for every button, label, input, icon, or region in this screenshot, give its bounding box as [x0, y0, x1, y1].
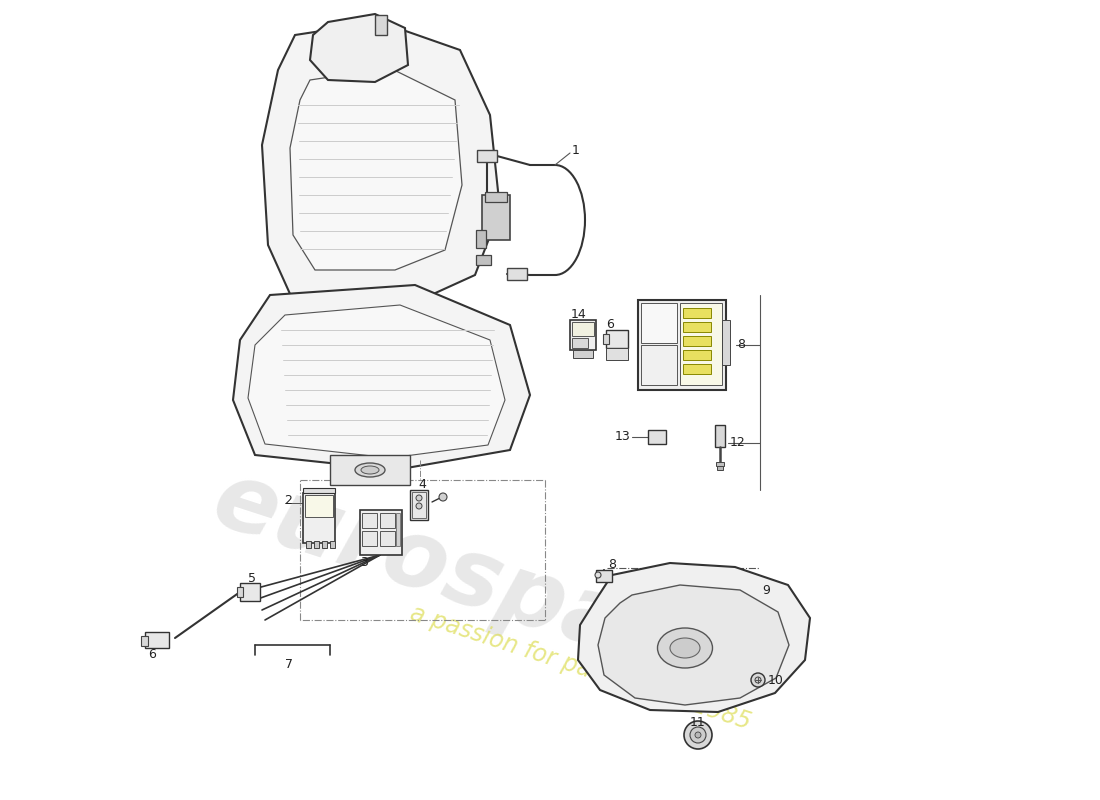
- Bar: [141, 636, 149, 646]
- Bar: [683, 350, 711, 360]
- Bar: [305, 495, 333, 517]
- Bar: [412, 492, 426, 518]
- Text: 11: 11: [690, 717, 706, 730]
- Polygon shape: [578, 563, 810, 712]
- Text: 14: 14: [571, 307, 586, 321]
- Circle shape: [595, 572, 601, 578]
- Text: 8: 8: [608, 558, 616, 571]
- Text: 6: 6: [148, 647, 156, 661]
- Polygon shape: [598, 585, 789, 705]
- Polygon shape: [233, 285, 530, 470]
- Bar: [379, 513, 395, 528]
- Ellipse shape: [355, 463, 385, 477]
- Bar: [236, 587, 243, 597]
- Bar: [476, 230, 486, 248]
- Circle shape: [439, 493, 447, 501]
- Bar: [396, 513, 400, 546]
- Bar: [638, 300, 726, 390]
- Text: 3: 3: [360, 555, 367, 569]
- Bar: [606, 330, 628, 348]
- Bar: [375, 15, 387, 35]
- Bar: [716, 462, 724, 466]
- Bar: [572, 338, 588, 348]
- Text: 9: 9: [762, 583, 770, 597]
- Bar: [330, 541, 336, 548]
- Bar: [507, 268, 527, 280]
- Polygon shape: [248, 305, 505, 458]
- Bar: [572, 322, 594, 336]
- Bar: [362, 513, 377, 528]
- Text: 1: 1: [572, 143, 580, 157]
- Bar: [683, 336, 711, 346]
- Bar: [573, 350, 593, 358]
- Text: 2: 2: [284, 494, 292, 506]
- Text: a passion for parts since 1985: a passion for parts since 1985: [407, 602, 754, 734]
- Bar: [485, 192, 507, 202]
- Text: 6: 6: [606, 318, 614, 331]
- Bar: [606, 348, 628, 360]
- Circle shape: [416, 503, 422, 509]
- Circle shape: [684, 721, 712, 749]
- Polygon shape: [290, 68, 462, 270]
- Text: 4: 4: [418, 478, 426, 490]
- Text: 10: 10: [768, 674, 784, 686]
- Bar: [145, 632, 169, 648]
- Bar: [240, 583, 260, 601]
- Bar: [596, 570, 612, 582]
- Bar: [410, 490, 428, 520]
- Bar: [683, 308, 711, 318]
- Bar: [306, 541, 311, 548]
- Text: 5: 5: [248, 571, 256, 585]
- Bar: [641, 345, 676, 385]
- Text: 12: 12: [730, 437, 746, 450]
- Circle shape: [755, 677, 761, 683]
- Bar: [379, 531, 395, 546]
- Bar: [360, 510, 401, 555]
- Bar: [570, 320, 596, 350]
- Ellipse shape: [658, 628, 713, 668]
- Circle shape: [690, 727, 706, 743]
- Bar: [683, 364, 711, 374]
- Circle shape: [695, 732, 701, 738]
- Bar: [330, 455, 410, 485]
- Text: 13: 13: [614, 430, 630, 443]
- Bar: [603, 334, 609, 344]
- Bar: [715, 425, 725, 447]
- Text: 7: 7: [285, 658, 293, 671]
- Polygon shape: [310, 14, 408, 82]
- Polygon shape: [262, 22, 500, 305]
- Bar: [477, 150, 497, 162]
- Bar: [717, 466, 723, 470]
- Bar: [362, 531, 377, 546]
- Bar: [302, 493, 336, 543]
- Ellipse shape: [670, 638, 700, 658]
- Bar: [680, 303, 722, 385]
- Bar: [482, 195, 510, 240]
- Bar: [683, 322, 711, 332]
- Bar: [476, 255, 491, 265]
- Bar: [641, 303, 676, 343]
- Circle shape: [751, 673, 764, 687]
- Ellipse shape: [361, 466, 379, 474]
- Bar: [648, 430, 666, 444]
- Polygon shape: [302, 488, 336, 493]
- Circle shape: [416, 495, 422, 501]
- Bar: [314, 541, 319, 548]
- Text: 8: 8: [737, 338, 745, 351]
- Bar: [322, 541, 327, 548]
- Text: eurospares: eurospares: [201, 454, 799, 726]
- Bar: [722, 320, 730, 365]
